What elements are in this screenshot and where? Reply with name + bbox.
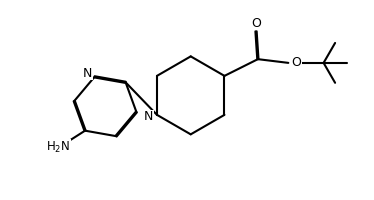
Text: N: N: [144, 110, 153, 123]
Text: O: O: [292, 56, 301, 69]
Text: O: O: [251, 17, 261, 30]
Text: N: N: [83, 67, 92, 80]
Text: H$_2$N: H$_2$N: [46, 140, 70, 155]
